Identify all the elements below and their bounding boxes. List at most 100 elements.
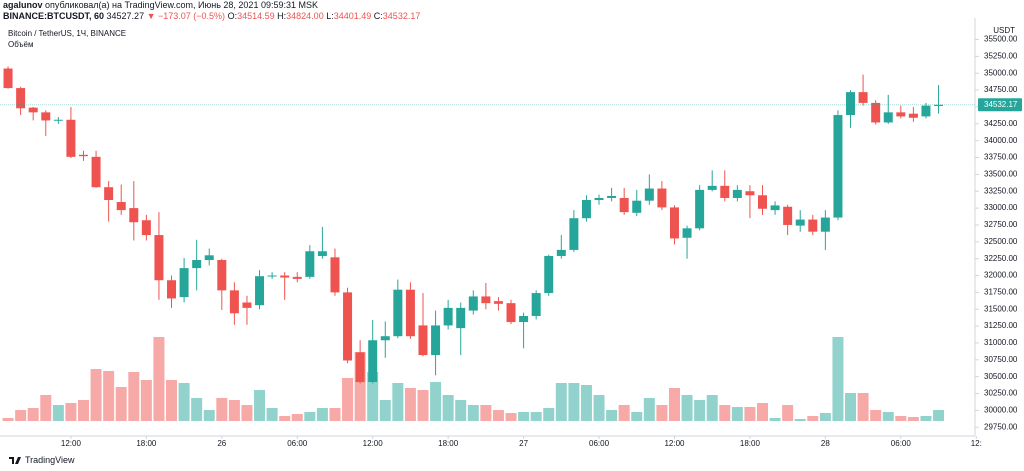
volume-bar [518, 412, 530, 421]
volume-bar [543, 408, 555, 421]
candle-body [280, 275, 290, 278]
volume-bar [744, 407, 756, 421]
volume-bar [832, 337, 844, 421]
volume-bar [342, 378, 354, 421]
candle-body [858, 92, 868, 103]
candle-body [669, 207, 679, 239]
volume-bar [417, 390, 429, 421]
x-tick-label: 18:00 [438, 439, 459, 448]
candle-body [355, 352, 365, 383]
ohlc-label: H: [277, 11, 287, 21]
candle-body [531, 293, 541, 316]
candle-body [154, 235, 164, 281]
volume-bar [216, 398, 228, 421]
candle-body [91, 156, 101, 188]
logo [9, 457, 21, 464]
y-tick-label: 34250.00 [984, 119, 1018, 128]
volume-bar [329, 408, 341, 421]
candle-body [468, 296, 478, 311]
volume-bar [505, 413, 517, 421]
candle-body [179, 268, 189, 298]
y-tick-label: 35000.00 [984, 68, 1018, 77]
y-tick-label: 33750.00 [984, 153, 1018, 162]
volume-bar [15, 410, 27, 421]
x-tick-label: 26 [217, 439, 226, 448]
y-tick-label: 31250.00 [984, 321, 1018, 330]
volume-bar [845, 393, 857, 421]
candle-body [707, 185, 717, 190]
volume-bar [90, 369, 102, 421]
volume-bar [606, 410, 618, 421]
volume-bar [631, 412, 643, 421]
candle-body [757, 195, 767, 209]
candle-body [267, 275, 277, 277]
change: ▼ −173.07 (−0.5%) [146, 11, 226, 21]
volume-bar [404, 388, 416, 421]
x-tick-label: 12:00 [664, 439, 685, 448]
volume-bar [103, 371, 115, 421]
volume-bar [882, 412, 894, 421]
volume-bar [52, 405, 64, 421]
last-price-box [978, 98, 1022, 112]
volume-bar [895, 416, 907, 421]
volume-bar [442, 395, 454, 421]
volume-bar [178, 383, 190, 421]
y-tick-label: 29750.00 [984, 422, 1018, 431]
candle-body [720, 185, 730, 198]
candle-body [544, 255, 554, 294]
candle-body [229, 290, 239, 314]
volume-bar [731, 407, 743, 421]
author: agalunov [3, 0, 43, 10]
y-tick-label: 32750.00 [984, 220, 1018, 229]
volume-bar [153, 337, 165, 421]
candle-body [682, 228, 692, 238]
candle-body [632, 200, 642, 213]
candle-body [493, 301, 503, 304]
volume-bar [291, 414, 303, 421]
ohlc-value: 34401.49 [333, 11, 372, 21]
x-tick-label: 06:00 [891, 439, 912, 448]
candle-body [443, 307, 453, 326]
candle-body [380, 336, 390, 341]
candle-body [745, 191, 755, 196]
symbol: BINANCE:BTCUSDT, 60 [3, 11, 105, 21]
candle-body [418, 325, 428, 356]
volume-bar [870, 410, 882, 421]
volume-bar [593, 395, 605, 421]
volume-bar [2, 418, 14, 421]
candle-body [104, 187, 114, 201]
candle-body [141, 220, 151, 236]
candle-body [695, 189, 705, 229]
volume-bar [115, 387, 127, 421]
candle-body [833, 115, 843, 218]
y-tick-label: 30750.00 [984, 355, 1018, 364]
candle-body [431, 325, 441, 356]
y-tick-label: 33250.00 [984, 186, 1018, 195]
volume-bar [719, 405, 731, 421]
y-tick-label: 30000.00 [984, 405, 1018, 414]
volume-bar [77, 400, 89, 421]
ohlc-label: L: [326, 11, 334, 21]
candle-body [506, 303, 516, 323]
volume-bar [920, 416, 932, 421]
candle-body [795, 219, 805, 226]
volume-bar [467, 405, 479, 421]
candle-body [808, 219, 818, 232]
candle-body [368, 340, 378, 383]
volume-bar [228, 400, 240, 421]
candle-body [393, 289, 403, 337]
volume-bar [769, 418, 781, 421]
x-tick-label: 12:00 [61, 439, 82, 448]
ohlc-label: C: [373, 11, 383, 21]
volume-bar [782, 405, 794, 421]
candle-body [871, 102, 881, 123]
ohlc-value: 34514.59 [237, 11, 275, 21]
candle-body [934, 104, 944, 106]
volume-bar [254, 390, 266, 421]
footer: TradingView [8, 455, 75, 465]
y-tick-label: 31750.00 [984, 287, 1018, 296]
x-tick-label: 06:00 [287, 439, 308, 448]
y-tick-label: 32250.00 [984, 254, 1018, 263]
legend-title: Bitcoin / TetherUS, 1Ч, BINANCE [8, 29, 126, 38]
ohlc-label: O: [227, 11, 238, 21]
